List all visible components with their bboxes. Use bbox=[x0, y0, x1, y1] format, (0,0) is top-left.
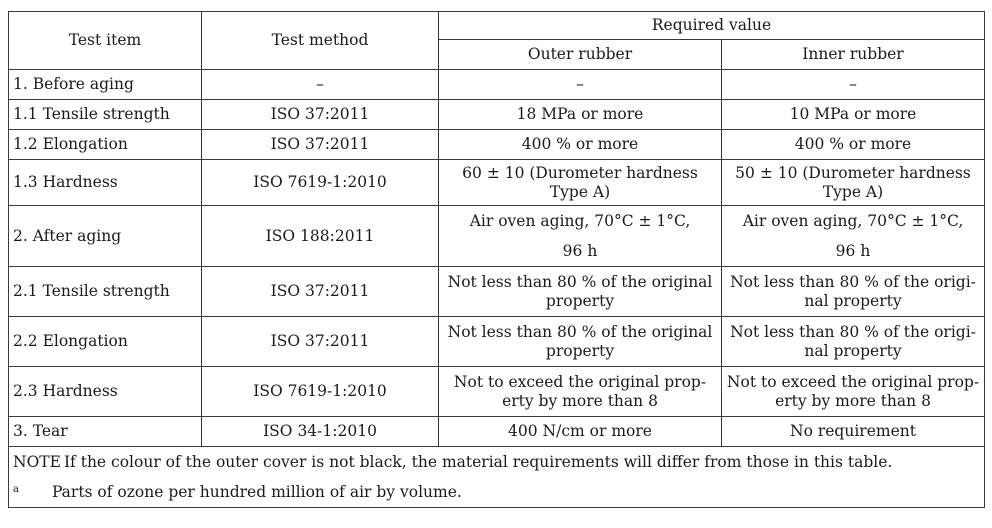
cell-line: – bbox=[576, 75, 584, 93]
cell-inner-value: 10 MPa or more bbox=[721, 99, 985, 130]
header-test-method: Test method bbox=[201, 11, 439, 70]
cell-outer-value: 18 MPa or more bbox=[438, 99, 722, 130]
cell-line: Type A) bbox=[822, 182, 884, 201]
cell-outer-value: Not to exceed the original prop- erty by… bbox=[438, 366, 722, 417]
cell-inner-value: Air oven aging, 70°C ± 1°C, 96 h bbox=[721, 205, 985, 267]
cell-inner-value: Not less than 80 % of the origi- nal pro… bbox=[721, 266, 985, 317]
cell-outer-value: – bbox=[438, 69, 722, 100]
cell-test-item: 1.1 Tensile strength bbox=[8, 99, 202, 130]
cell-line: Not less than 80 % of the original bbox=[447, 272, 713, 291]
cell-inner-value: – bbox=[721, 69, 985, 100]
cell-line: Not less than 80 % of the original bbox=[447, 322, 713, 341]
cell-test-method: ISO 37:2011 bbox=[201, 129, 439, 160]
header-required-value: Required value bbox=[438, 11, 985, 40]
cell-test-item: 2.3 Hardness bbox=[8, 366, 202, 417]
cell-line: Not to exceed the original prop- bbox=[453, 372, 707, 391]
cell-line: Not less than 80 % of the origi- bbox=[730, 322, 976, 341]
cell-outer-value: 400 % or more bbox=[438, 129, 722, 160]
cell-outer-value: Not less than 80 % of the original prope… bbox=[438, 266, 722, 317]
cell-line: 96 h bbox=[835, 242, 871, 260]
footnote-mark: a bbox=[13, 483, 19, 495]
cell-line: property bbox=[545, 291, 615, 310]
note-row: NOTE If the colour of the outer cover is… bbox=[8, 446, 985, 477]
requirements-table-wrapper: Test item Test method Required value Out… bbox=[8, 11, 985, 508]
note-text: If the colour of the outer cover is not … bbox=[63, 452, 893, 471]
table-row: 1.1 Tensile strength ISO 37:2011 18 MPa … bbox=[8, 99, 985, 130]
cell-test-method: ISO 37:2011 bbox=[201, 266, 439, 317]
cell-test-method: ISO 7619-1:2010 bbox=[201, 159, 439, 206]
cell-line: erty by more than 8 bbox=[775, 391, 931, 410]
cell-inner-value: Not less than 80 % of the origi- nal pro… bbox=[721, 316, 985, 367]
header-outer-rubber: Outer rubber bbox=[438, 39, 722, 70]
cell-test-method: ISO 37:2011 bbox=[201, 316, 439, 367]
table-row: 1.3 Hardness ISO 7619-1:2010 60 ± 10 (Du… bbox=[8, 159, 985, 206]
cell-line: 400 % or more bbox=[521, 135, 639, 153]
cell-line: 60 ± 10 (Durometer hardness bbox=[462, 163, 698, 182]
cell-line: Type A) bbox=[549, 182, 611, 201]
note-label: NOTE bbox=[13, 452, 61, 471]
table-row: 2.3 Hardness ISO 7619-1:2010 Not to exce… bbox=[8, 366, 985, 417]
cell-line: 96 h bbox=[562, 242, 598, 260]
table-row: 2. After aging ISO 188:2011 Air oven agi… bbox=[8, 205, 985, 267]
footnote-text: Parts of ozone per hundred million of ai… bbox=[51, 482, 462, 501]
cell-line: 400 N/cm or more bbox=[508, 422, 652, 440]
rubber-requirements-table: Test item Test method Required value Out… bbox=[8, 11, 985, 508]
cell-test-item: 2. After aging bbox=[8, 205, 202, 267]
cell-inner-value: Not to exceed the original prop- erty by… bbox=[721, 366, 985, 417]
cell-test-item: 2.2 Elongation bbox=[8, 316, 202, 367]
cell-test-item: 3. Tear bbox=[8, 416, 202, 447]
cell-line: 50 ± 10 (Durometer hardness bbox=[735, 163, 971, 182]
cell-line: – bbox=[849, 75, 857, 93]
note-cell: NOTE If the colour of the outer cover is… bbox=[8, 446, 985, 477]
cell-outer-value: 60 ± 10 (Durometer hardness Type A) bbox=[438, 159, 722, 206]
table-row: 3. Tear ISO 34-1:2010 400 N/cm or more N… bbox=[8, 416, 985, 447]
header-row-1: Test item Test method Required value bbox=[8, 11, 985, 70]
cell-line: nal property bbox=[804, 291, 902, 310]
cell-test-method: ISO 188:2011 bbox=[201, 205, 439, 267]
cell-line: 18 MPa or more bbox=[516, 105, 644, 123]
cell-line: No requirement bbox=[790, 422, 916, 440]
table-row: 1. Before aging – – – bbox=[8, 69, 985, 100]
cell-line: Air oven aging, 70°C ± 1°C, bbox=[469, 212, 691, 230]
header-inner-rubber: Inner rubber bbox=[721, 39, 985, 70]
table-row: 2.2 Elongation ISO 37:2011 Not less than… bbox=[8, 316, 985, 367]
cell-line: 400 % or more bbox=[794, 135, 912, 153]
cell-outer-value: 400 N/cm or more bbox=[438, 416, 722, 447]
footnote-cell: a Parts of ozone per hundred million of … bbox=[8, 477, 985, 508]
cell-test-method: – bbox=[201, 69, 439, 100]
cell-test-method: ISO 37:2011 bbox=[201, 99, 439, 130]
cell-inner-value: No requirement bbox=[721, 416, 985, 447]
cell-outer-value: Not less than 80 % of the original prope… bbox=[438, 316, 722, 367]
cell-line: Not less than 80 % of the origi- bbox=[730, 272, 976, 291]
footnote-row: a Parts of ozone per hundred million of … bbox=[8, 477, 985, 508]
table-row: 2.1 Tensile strength ISO 37:2011 Not les… bbox=[8, 266, 985, 317]
cell-inner-value: 400 % or more bbox=[721, 129, 985, 160]
cell-test-item: 2.1 Tensile strength bbox=[8, 266, 202, 317]
cell-line: Air oven aging, 70°C ± 1°C, bbox=[742, 212, 964, 230]
cell-line: Not to exceed the original prop- bbox=[726, 372, 980, 391]
cell-test-item: 1.3 Hardness bbox=[8, 159, 202, 206]
cell-outer-value: Air oven aging, 70°C ± 1°C, 96 h bbox=[438, 205, 722, 267]
cell-test-method: ISO 7619-1:2010 bbox=[201, 366, 439, 417]
cell-test-item: 1. Before aging bbox=[8, 69, 202, 100]
table-row: 1.2 Elongation ISO 37:2011 400 % or more… bbox=[8, 129, 985, 160]
header-test-item: Test item bbox=[8, 11, 202, 70]
cell-line: property bbox=[545, 341, 615, 360]
cell-test-item: 1.2 Elongation bbox=[8, 129, 202, 160]
cell-line: nal property bbox=[804, 341, 902, 360]
cell-line: erty by more than 8 bbox=[502, 391, 658, 410]
cell-test-method: ISO 34-1:2010 bbox=[201, 416, 439, 447]
cell-line: 10 MPa or more bbox=[789, 105, 917, 123]
cell-inner-value: 50 ± 10 (Durometer hardness Type A) bbox=[721, 159, 985, 206]
header-row-2: Outer rubber Inner rubber bbox=[9, 39, 985, 70]
